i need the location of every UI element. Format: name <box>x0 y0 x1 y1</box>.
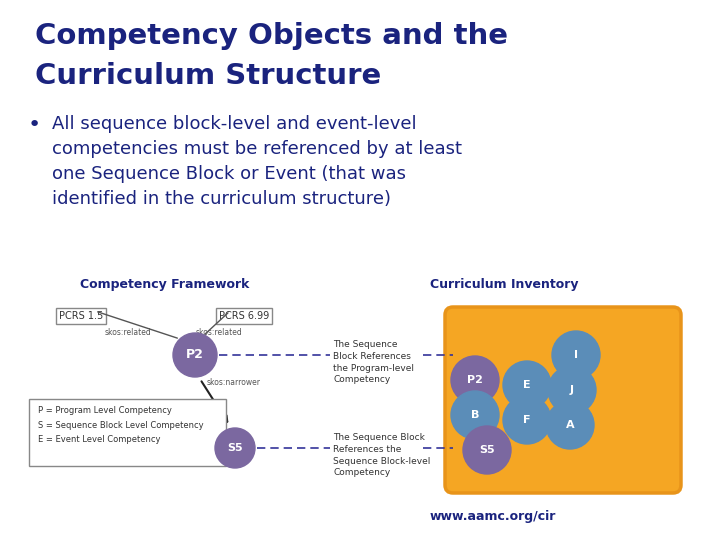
Text: PCRS 1.5: PCRS 1.5 <box>59 311 103 321</box>
Text: P2: P2 <box>467 375 483 385</box>
Ellipse shape <box>548 366 596 414</box>
Ellipse shape <box>552 331 600 379</box>
Text: I: I <box>574 350 578 360</box>
Ellipse shape <box>451 356 499 404</box>
Text: Curriculum Structure: Curriculum Structure <box>35 62 382 90</box>
Ellipse shape <box>215 428 255 468</box>
Text: •: • <box>28 115 41 135</box>
Text: skos:narrower: skos:narrower <box>207 378 261 387</box>
Text: S5: S5 <box>480 445 495 455</box>
Text: The Sequence
Block References
the Program-level
Competency: The Sequence Block References the Progra… <box>333 340 414 384</box>
Text: PCRS 6.99: PCRS 6.99 <box>219 311 269 321</box>
Ellipse shape <box>451 391 499 439</box>
Text: skos:related: skos:related <box>105 328 152 337</box>
Text: S5: S5 <box>228 443 243 453</box>
Text: P = Program Level Competency
S = Sequence Block Level Competency
E = Event Level: P = Program Level Competency S = Sequenc… <box>38 406 204 444</box>
Text: A: A <box>566 420 575 430</box>
Text: All sequence block-level and event-level
competencies must be referenced by at l: All sequence block-level and event-level… <box>52 115 462 208</box>
Text: P2: P2 <box>186 348 204 361</box>
Text: B: B <box>471 410 480 420</box>
Ellipse shape <box>173 333 217 377</box>
Text: skos:related: skos:related <box>196 328 243 337</box>
FancyBboxPatch shape <box>29 399 226 466</box>
Text: The Sequence Block
References the
Sequence Block-level
Competency: The Sequence Block References the Sequen… <box>333 433 431 477</box>
FancyBboxPatch shape <box>445 307 681 493</box>
Text: E: E <box>523 380 531 390</box>
Text: F: F <box>523 415 531 425</box>
Text: J: J <box>570 385 574 395</box>
Ellipse shape <box>503 396 551 444</box>
Ellipse shape <box>503 361 551 409</box>
Text: Competency Framework: Competency Framework <box>80 278 249 291</box>
Ellipse shape <box>463 426 511 474</box>
Ellipse shape <box>546 401 594 449</box>
Text: Curriculum Inventory: Curriculum Inventory <box>430 278 578 291</box>
Text: Competency Objects and the: Competency Objects and the <box>35 22 508 50</box>
Text: www.aamc.org/cir: www.aamc.org/cir <box>430 510 557 523</box>
